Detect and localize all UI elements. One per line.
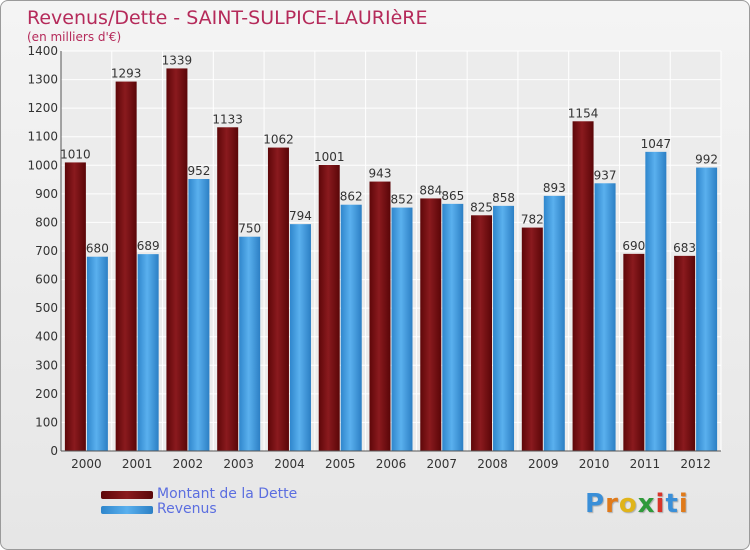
data-label-dette: 943 bbox=[369, 167, 392, 181]
x-tick-label: 2009 bbox=[528, 457, 559, 471]
data-label-dette: 683 bbox=[673, 241, 696, 255]
data-label-revenus: 852 bbox=[391, 193, 414, 207]
legend-label-revenus: Revenus bbox=[157, 501, 217, 517]
data-label-revenus: 794 bbox=[289, 209, 312, 223]
bar-revenus bbox=[645, 151, 667, 451]
bar-revenus bbox=[188, 179, 210, 451]
legend-label-dette: Montant de la Dette bbox=[157, 486, 298, 502]
bar-revenus bbox=[696, 167, 718, 452]
x-tick-label: 2008 bbox=[477, 457, 508, 471]
logo-letter: o bbox=[618, 489, 638, 519]
chart-subtitle: (en milliers d'€) bbox=[27, 30, 122, 44]
data-label-dette: 884 bbox=[419, 183, 442, 197]
bar-revenus bbox=[493, 205, 515, 451]
bar-dette bbox=[318, 165, 340, 451]
y-tick-label: 1300 bbox=[27, 73, 58, 87]
data-label-revenus: 937 bbox=[594, 168, 617, 182]
x-tick-label: 2011 bbox=[630, 457, 661, 471]
bar-dette bbox=[267, 147, 289, 452]
x-tick-label: 2001 bbox=[122, 457, 153, 471]
bar-revenus bbox=[239, 236, 261, 451]
bar-revenus bbox=[391, 207, 413, 451]
bar-dette bbox=[471, 215, 493, 451]
data-label-dette: 1293 bbox=[111, 67, 142, 81]
bar-revenus bbox=[86, 256, 108, 451]
bar-revenus bbox=[594, 183, 616, 452]
y-tick-label: 100 bbox=[35, 415, 58, 429]
x-tick-label: 2002 bbox=[173, 457, 204, 471]
bar-revenus bbox=[340, 204, 362, 451]
y-tick-label: 500 bbox=[35, 301, 58, 315]
x-tick-label: 2007 bbox=[426, 457, 457, 471]
y-tick-label: 800 bbox=[35, 215, 58, 229]
y-tick-label: 900 bbox=[35, 187, 58, 201]
logo-letter: P bbox=[585, 489, 606, 519]
data-label-dette: 690 bbox=[622, 239, 645, 253]
bar-revenus bbox=[289, 224, 311, 451]
y-tick-label: 600 bbox=[35, 273, 58, 287]
bar-revenus bbox=[543, 195, 565, 451]
logo-letter: i bbox=[655, 489, 666, 519]
bar-dette bbox=[623, 253, 645, 451]
bar-revenus bbox=[442, 203, 464, 451]
x-tick-label: 2010 bbox=[579, 457, 610, 471]
y-tick-label: 400 bbox=[35, 330, 58, 344]
y-tick-label: 700 bbox=[35, 244, 58, 258]
y-tick-label: 1100 bbox=[27, 130, 58, 144]
data-label-revenus: 952 bbox=[187, 164, 210, 178]
x-tick-label: 2006 bbox=[376, 457, 407, 471]
logo-letter: i bbox=[678, 489, 689, 519]
data-label-revenus: 689 bbox=[137, 239, 160, 253]
data-label-revenus: 893 bbox=[543, 181, 566, 195]
bar-dette bbox=[166, 68, 188, 451]
bar-revenus bbox=[137, 254, 159, 451]
logo-letter: t bbox=[665, 489, 679, 519]
bar-dette bbox=[420, 198, 442, 451]
bar-dette bbox=[64, 162, 86, 451]
data-label-dette: 1010 bbox=[60, 147, 91, 161]
data-label-revenus: 1047 bbox=[641, 137, 672, 151]
y-tick-label: 200 bbox=[35, 387, 58, 401]
logo-letter: r bbox=[605, 489, 619, 519]
x-tick-label: 2012 bbox=[680, 457, 711, 471]
bar-dette bbox=[572, 121, 594, 452]
bar-dette bbox=[369, 181, 391, 452]
legend-swatch-revenus bbox=[101, 506, 153, 514]
x-tick-label: 2004 bbox=[274, 457, 305, 471]
data-label-dette: 1339 bbox=[162, 53, 193, 67]
data-label-revenus: 858 bbox=[492, 191, 515, 205]
x-tick-label: 2003 bbox=[223, 457, 254, 471]
bar-dette bbox=[217, 127, 239, 452]
data-label-dette: 1154 bbox=[568, 106, 599, 120]
logo-letter: x bbox=[637, 489, 656, 519]
y-tick-label: 1400 bbox=[27, 44, 58, 58]
data-label-dette: 1062 bbox=[263, 133, 294, 147]
data-label-revenus: 992 bbox=[695, 153, 718, 167]
data-label-revenus: 750 bbox=[238, 222, 261, 236]
x-tick-label: 2005 bbox=[325, 457, 356, 471]
y-tick-label: 1000 bbox=[27, 158, 58, 172]
bar-dette bbox=[674, 255, 696, 451]
y-tick-label: 1200 bbox=[27, 101, 58, 115]
data-label-revenus: 680 bbox=[86, 242, 109, 256]
bar-dette bbox=[115, 81, 137, 452]
x-tick-label: 2000 bbox=[71, 457, 102, 471]
data-label-dette: 782 bbox=[521, 213, 544, 227]
data-label-revenus: 862 bbox=[340, 190, 363, 204]
data-label-dette: 1133 bbox=[212, 112, 243, 126]
bar-dette bbox=[521, 227, 543, 451]
y-tick-label: 300 bbox=[35, 358, 58, 372]
y-tick-label: 0 bbox=[50, 444, 58, 458]
proxiti-logo: Proxiti bbox=[585, 489, 689, 519]
data-label-revenus: 865 bbox=[441, 189, 464, 203]
data-label-dette: 825 bbox=[470, 200, 493, 214]
legend-swatch-dette bbox=[101, 491, 153, 499]
chart-title: Revenus/Dette - SAINT-SULPICE-LAURIèRE bbox=[27, 7, 428, 29]
data-label-dette: 1001 bbox=[314, 150, 345, 164]
